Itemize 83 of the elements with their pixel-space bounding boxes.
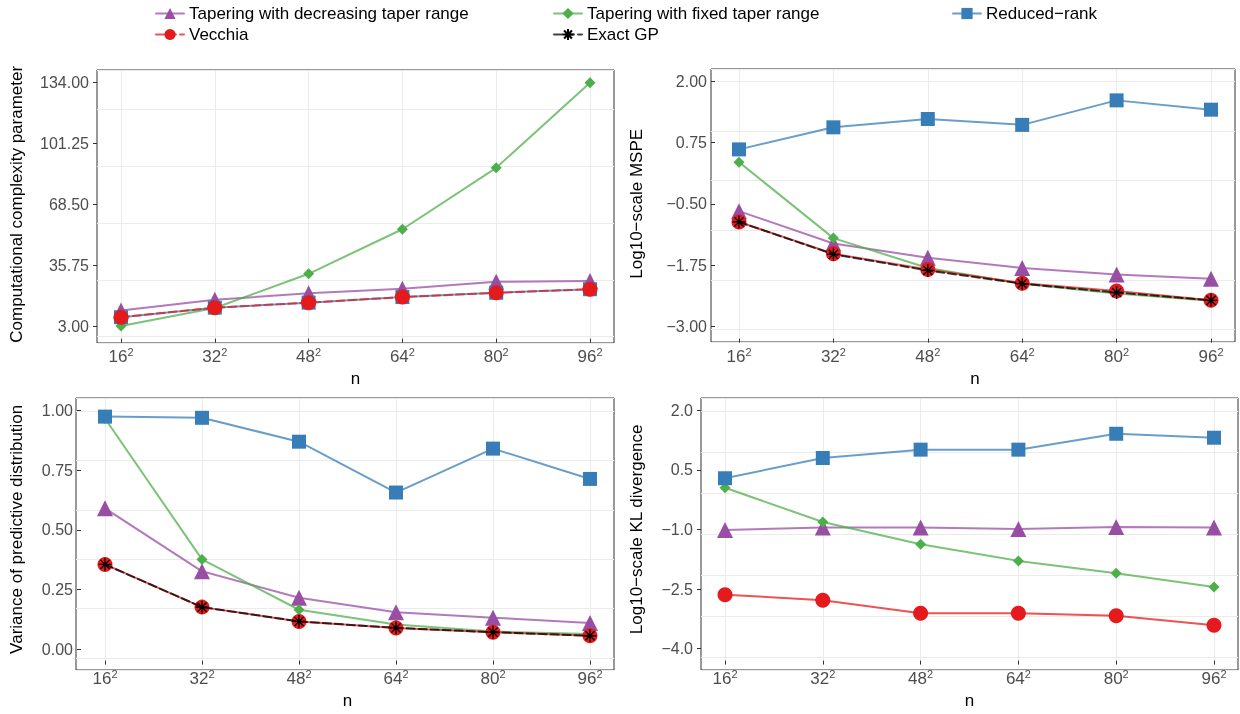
point [486,441,500,456]
point [1010,605,1026,621]
y-tick-label: −2.5 [661,580,694,598]
y-tick-label: 0.75 [675,134,708,152]
point [920,112,935,126]
x-axis-title: n [342,691,353,710]
point [717,587,733,603]
point [912,519,929,536]
legend-label: Tapering with decreasing taper range [189,4,469,23]
y-axis-title: Computational complexity parameter [7,65,26,343]
point [583,471,597,486]
point [1108,266,1125,283]
y-axis-title: Variance of predictive distribution [7,404,26,654]
point [913,605,929,621]
point [196,553,208,565]
x-axis-title: n [964,691,975,710]
y-tick-label: 35.75 [48,257,90,275]
y-tick-label: 134.00 [40,74,90,92]
point [1203,270,1219,287]
point [490,162,502,174]
legend-label: Vecchia [189,25,250,44]
point [291,589,307,606]
legend-label: Exact GP [587,25,659,44]
point [815,450,830,465]
point [195,410,209,425]
point [396,223,408,235]
y-tick-label: 2.0 [670,401,694,419]
y-tick-label: −3.00 [666,317,708,335]
point [97,500,113,517]
point [1108,608,1124,624]
y-tick-label: 0.00 [41,640,74,658]
y-tick-label: 2.00 [675,72,708,90]
legend-label: Tapering with fixed taper range [587,4,820,23]
y-tick-label: 0.25 [41,580,74,598]
point [732,142,746,157]
point [292,434,306,449]
y-tick-label: 0.75 [41,461,74,479]
point [98,409,112,424]
point [1206,519,1222,536]
point [1011,442,1026,457]
y-tick-label: 0.50 [41,521,74,539]
y-tick-label: 0.5 [670,461,694,479]
legend-label: Reduced−rank [986,4,1098,23]
y-tick-label: 68.50 [48,196,90,214]
y-tick-label: 1.00 [41,401,74,419]
point [485,609,501,626]
point [388,604,404,621]
point [1109,426,1124,441]
point [293,604,305,616]
point [1015,117,1030,132]
point [1010,521,1027,538]
point [1109,93,1124,108]
point [815,592,831,608]
point [718,471,732,486]
point [1204,102,1218,117]
y-tick-label: −0.50 [666,195,708,213]
point [717,521,733,538]
y-tick-label: 101.25 [40,135,90,153]
y-axis-title: Log10−scale KL divergence [627,424,646,635]
point [1012,555,1024,567]
y-axis-title: Log10−scale MSPE [627,128,646,279]
point [1207,430,1221,445]
y-tick-label: −4.0 [661,640,694,658]
y-tick-label: −1.0 [661,521,694,538]
y-tick-label: −1.75 [666,256,708,274]
x-axis-title: n [970,369,980,388]
point [584,77,596,89]
point [1014,260,1031,277]
x-axis-title: n [350,369,361,388]
point [1108,519,1125,536]
point [733,156,745,168]
point [817,516,829,528]
point [913,442,928,457]
point [1208,581,1220,593]
point [827,232,839,244]
point [915,538,927,550]
y-tick-label: 3.00 [57,318,90,336]
point [1110,567,1122,579]
point [194,563,210,580]
point [389,485,403,500]
point [826,120,841,135]
point [1206,617,1222,633]
point [303,268,315,280]
